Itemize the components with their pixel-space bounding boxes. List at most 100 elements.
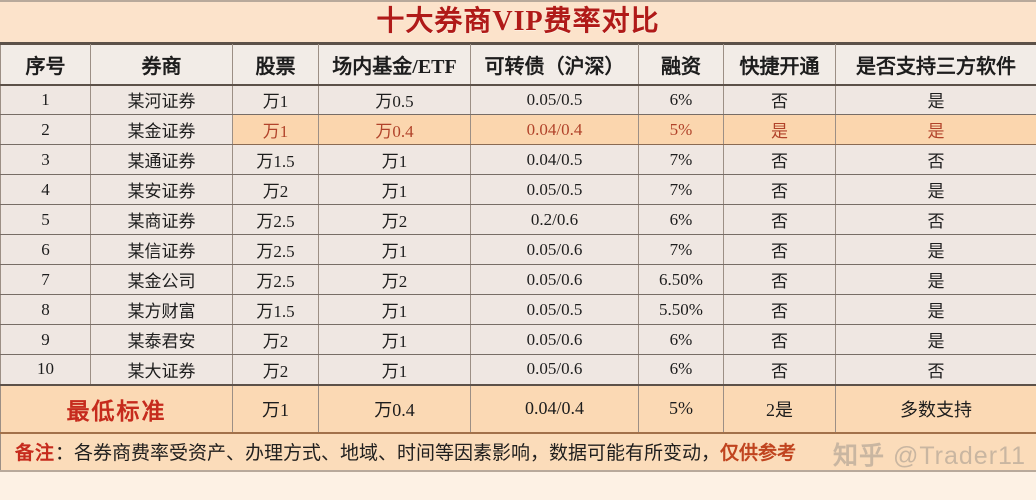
quick-open: 否 <box>723 264 836 295</box>
broker-name: 某金公司 <box>90 264 233 295</box>
table-row: 9 某泰君安 万2 万1 0.05/0.6 6% 否是 <box>0 324 1036 355</box>
table-row: 7 某金公司 万2.5 万2 0.05/0.6 6.50% 否是 <box>0 264 1036 295</box>
etf-fee: 万0.4 <box>318 114 471 145</box>
etf-fee: 万1 <box>318 354 471 385</box>
margin-rate: 6% <box>638 324 724 355</box>
row-index: 4 <box>0 174 91 205</box>
etf-fee: 万1 <box>318 234 471 265</box>
column-header: 可转债（沪深） <box>470 44 639 86</box>
row-index: 9 <box>0 324 91 355</box>
bond-fee: 0.04/0.5 <box>470 144 639 175</box>
note-body: 各券商费率受资产、办理方式、地域、时间等因素影响，数据可能有所变动， <box>74 443 721 464</box>
min-stock-fee: 万1 <box>232 383 319 433</box>
broker-name: 某方财富 <box>90 294 233 325</box>
margin-rate: 5% <box>638 114 724 145</box>
third-party-support: 是 <box>835 114 1036 145</box>
third-party-support: 否 <box>835 144 1036 175</box>
bond-fee: 0.05/0.6 <box>470 264 639 295</box>
table-header-row: 序号 券商 股票 场内基金/ETF 可转债（沪深） 融资 快捷开通 是否支持三方软件 <box>0 44 1036 86</box>
etf-fee: 万2 <box>318 204 471 235</box>
bond-fee: 0.05/0.5 <box>470 84 639 115</box>
bond-fee: 0.05/0.6 <box>470 234 639 265</box>
third-party-support: 是 <box>835 264 1036 295</box>
bond-fee: 0.05/0.5 <box>470 174 639 205</box>
column-header: 场内基金/ETF <box>318 44 471 86</box>
third-party-support: 是 <box>835 234 1036 265</box>
quick-open: 否 <box>723 84 836 115</box>
quick-open: 否 <box>723 144 836 175</box>
third-party-support: 否 <box>835 204 1036 235</box>
stock-fee: 万2 <box>232 174 319 205</box>
broker-name: 某金证券 <box>90 114 233 145</box>
min-third-party-support: 多数支持 <box>835 383 1036 433</box>
margin-rate: 7% <box>638 144 724 175</box>
table-row: 1 某河证券 万1 万0.5 0.05/0.5 6% 否是 <box>0 84 1036 115</box>
column-header: 券商 <box>90 44 233 86</box>
third-party-support: 否 <box>835 354 1036 385</box>
broker-name: 某通证券 <box>90 144 233 175</box>
stock-fee: 万2 <box>232 324 319 355</box>
min-quick-open: 2是 <box>723 383 836 433</box>
column-header: 是否支持三方软件 <box>835 44 1036 86</box>
margin-rate: 6.50% <box>638 264 724 295</box>
stock-fee: 万2.5 <box>232 234 319 265</box>
broker-name: 某商证券 <box>90 204 233 235</box>
page-title: 十大券商VIP费率对比 <box>376 6 660 37</box>
note-label: 备注 <box>15 443 56 464</box>
etf-fee: 万0.5 <box>318 84 471 115</box>
quick-open: 否 <box>723 294 836 325</box>
note-separator: ： <box>55 443 75 464</box>
quick-open: 否 <box>723 204 836 235</box>
note-emphasis: 仅供参考 <box>720 443 797 464</box>
margin-rate: 5.50% <box>638 294 724 325</box>
table-row: 4 某安证券 万2 万1 0.05/0.5 7% 否是 <box>0 174 1036 205</box>
note-row: 备注：各券商费率受资产、办理方式、地域、时间等因素影响，数据可能有所变动，仅供参… <box>0 431 1036 472</box>
third-party-support: 是 <box>835 294 1036 325</box>
bond-fee: 0.05/0.6 <box>470 354 639 385</box>
table-row: 2 某金证券 万1 万0.4 0.04/0.4 5% 是是 <box>0 114 1036 145</box>
row-index: 1 <box>0 84 91 115</box>
table-row: 6 某信证券 万2.5 万1 0.05/0.6 7% 否是 <box>0 234 1036 265</box>
margin-rate: 7% <box>638 234 724 265</box>
stock-fee: 万1 <box>232 84 319 115</box>
etf-fee: 万2 <box>318 264 471 295</box>
row-index: 6 <box>0 234 91 265</box>
quick-open: 否 <box>723 324 836 355</box>
table-row: 3 某通证券 万1.5 万1 0.04/0.5 7% 否否 <box>0 144 1036 175</box>
broker-name: 某大证券 <box>90 354 233 385</box>
row-index: 5 <box>0 204 91 235</box>
margin-rate: 6% <box>638 204 724 235</box>
broker-name: 某信证券 <box>90 234 233 265</box>
margin-rate: 6% <box>638 354 724 385</box>
row-index: 10 <box>0 354 91 385</box>
broker-name: 某安证券 <box>90 174 233 205</box>
min-standard-row: 最低标准 万1 万0.4 0.04/0.4 5% 2是 多数支持 <box>0 383 1036 433</box>
stock-fee: 万1.5 <box>232 144 319 175</box>
column-header: 快捷开通 <box>723 44 836 86</box>
quick-open: 否 <box>723 234 836 265</box>
min-standard-label: 最低标准 <box>0 383 233 433</box>
row-index: 2 <box>0 114 91 145</box>
bond-fee: 0.2/0.6 <box>470 204 639 235</box>
quick-open: 是 <box>723 114 836 145</box>
min-margin-rate: 5% <box>638 383 724 433</box>
margin-rate: 6% <box>638 84 724 115</box>
column-header: 融资 <box>638 44 724 86</box>
stock-fee: 万2.5 <box>232 264 319 295</box>
fee-comparison-table: 序号 券商 股票 场内基金/ETF 可转债（沪深） 融资 快捷开通 是否支持三方软件 1 某河证券… <box>0 44 1036 472</box>
column-header: 序号 <box>0 44 91 86</box>
table-row: 5 某商证券 万2.5 万2 0.2/0.6 6% 否否 <box>0 204 1036 235</box>
table-row: 8 某方财富 万1.5 万1 0.05/0.5 5.50% 否是 <box>0 294 1036 325</box>
row-index: 3 <box>0 144 91 175</box>
bond-fee: 0.05/0.6 <box>470 324 639 355</box>
margin-rate: 7% <box>638 174 724 205</box>
stock-fee: 万2.5 <box>232 204 319 235</box>
min-etf-fee: 万0.4 <box>318 383 471 433</box>
row-index: 8 <box>0 294 91 325</box>
etf-fee: 万1 <box>318 324 471 355</box>
bond-fee: 0.04/0.4 <box>470 114 639 145</box>
etf-fee: 万1 <box>318 174 471 205</box>
quick-open: 否 <box>723 174 836 205</box>
stock-fee: 万1.5 <box>232 294 319 325</box>
